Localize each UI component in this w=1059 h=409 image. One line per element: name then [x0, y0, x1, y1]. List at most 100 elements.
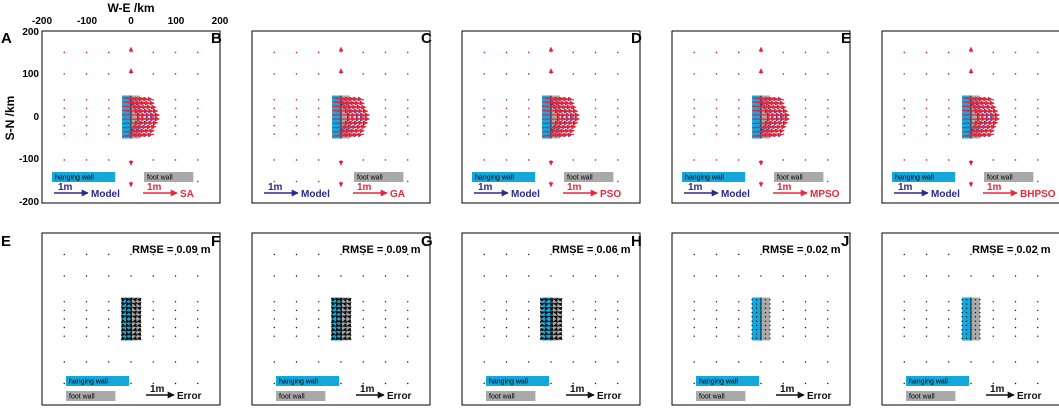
inverted-arrow: [715, 159, 718, 161]
inverted-arrow: [197, 180, 199, 183]
error-arrow: [528, 335, 530, 337]
error-arrow: [764, 320, 767, 322]
inverted-arrow: [804, 51, 807, 54]
error-arrow: [965, 307, 968, 309]
error-arrow: [804, 301, 807, 303]
inverted-arrow: [765, 132, 779, 138]
error-arrow: [572, 382, 574, 385]
y-axis-title: S-N /km: [3, 96, 17, 141]
inverted-arrow: [384, 51, 387, 54]
inverted-arrow: [827, 107, 829, 110]
error-arrow: [337, 310, 343, 315]
error-arrow: [505, 335, 508, 337]
method-scale-text: SA: [180, 189, 194, 200]
inverted-arrow: [174, 73, 177, 75]
inverted-arrow: [130, 100, 146, 106]
inverted-arrow: [152, 116, 154, 118]
error-arrow: [407, 361, 409, 363]
error-arrow: [755, 303, 758, 305]
inverted-arrow: [332, 96, 346, 102]
error-arrow: [108, 253, 110, 256]
inverted-arrow: [555, 96, 569, 102]
error-arrow: [330, 306, 336, 311]
error-arrow: [769, 324, 771, 327]
error-arrow: [693, 309, 695, 312]
error-arrow: [483, 253, 485, 256]
error-arrow: [120, 327, 126, 332]
error-arrow: [318, 318, 320, 320]
hanging-wall-block: [542, 95, 551, 139]
model-scale-text: Model: [511, 189, 540, 200]
error-arrow: [764, 329, 767, 331]
error-arrow: [318, 361, 320, 363]
inverted-arrow: [555, 132, 569, 138]
error-arrow: [318, 309, 320, 312]
error-arrow: [197, 309, 199, 312]
inverted-arrow: [572, 133, 574, 135]
panel-E-error: E RMSE = 0.09 m hanging wall foot wall 1m Err…: [1, 232, 221, 406]
error-arrow: [992, 318, 994, 320]
y-tick-label: 200: [22, 27, 39, 38]
inverted-arrow: [126, 100, 142, 106]
inverted-arrow: [804, 116, 807, 118]
error-arrow: [483, 382, 485, 385]
error-arrow: [738, 335, 740, 337]
inverted-arrow: [992, 107, 994, 110]
inverted-arrow: [1037, 99, 1039, 101]
inverted-arrow: [108, 159, 110, 161]
error-arrow: [407, 335, 409, 337]
error-arrow: [127, 327, 133, 332]
error-arrow: [407, 301, 409, 303]
error-arrow: [330, 331, 336, 337]
inverted-arrow: [505, 116, 508, 118]
inverted-arrow: [769, 108, 789, 114]
panel-letter: C: [421, 30, 432, 47]
error-arrow: [782, 361, 784, 363]
inverted-arrow: [63, 107, 65, 110]
error-arrow: [1037, 301, 1039, 303]
inverted-arrow: [948, 159, 950, 161]
inverted-arrow: [617, 133, 619, 135]
error-arrow: [751, 320, 753, 322]
error-arrow: [617, 301, 619, 303]
error-arrow: [715, 335, 718, 337]
error-arrow: [755, 320, 758, 322]
inverted-arrow: [1014, 159, 1017, 161]
error-arrow: [362, 318, 364, 320]
error-arrow: [318, 301, 320, 303]
inverted-arrow: [528, 73, 530, 75]
inverted-arrow: [362, 116, 364, 118]
error-arrow: [63, 309, 65, 312]
error-arrow: [979, 320, 981, 322]
inverted-arrow: [85, 107, 88, 110]
error-arrow: [120, 331, 126, 337]
inverted-arrow: [827, 133, 829, 135]
error-arrow: [330, 335, 336, 341]
error-arrow: [760, 303, 762, 305]
error-arrow: [384, 301, 387, 303]
error-arrow: [992, 301, 994, 303]
inverted-arrow: [903, 51, 905, 54]
inverted-arrow: [505, 159, 508, 161]
error-arrow: [693, 361, 695, 363]
inverted-arrow: [273, 73, 275, 75]
error-arrow: [85, 253, 88, 256]
error-arrow: [594, 326, 597, 329]
error-arrow: [992, 309, 994, 312]
foot-wall-legend-label: foot wall: [279, 394, 305, 401]
inverted-arrow: [782, 116, 784, 118]
inverted-arrow: [295, 107, 298, 110]
error-arrow: [804, 309, 807, 312]
inverted-arrow: [1037, 73, 1039, 75]
error-arrow: [295, 361, 298, 363]
error-arrow: [132, 335, 138, 341]
inverted-arrow: [197, 133, 199, 135]
error-arrow: [1014, 382, 1017, 385]
inverted-arrow: [340, 96, 355, 102]
error-arrow: [346, 314, 352, 320]
inverted-arrow: [738, 99, 740, 101]
foot-wall-legend-box: [354, 172, 404, 182]
error-arrow: [85, 275, 88, 277]
inverted-arrow: [130, 128, 146, 134]
error-arrow: [760, 324, 762, 327]
